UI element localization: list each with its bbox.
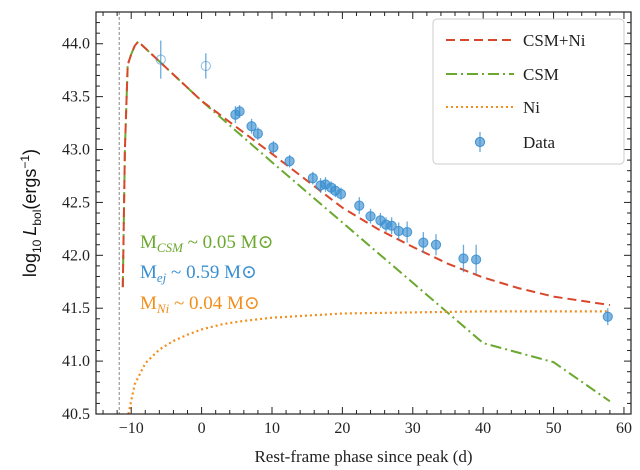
data-point: [418, 237, 429, 248]
legend-label: CSM+Ni: [523, 31, 586, 50]
annotation-ni: MNi ~ 0.04 M⊙: [140, 293, 260, 316]
legend: CSM+Ni CSM Ni Data: [432, 18, 625, 165]
data-point: [458, 253, 469, 264]
legend-label: Data: [523, 133, 556, 152]
y-tick-label: 43.5: [62, 89, 90, 106]
x-tick-label: 20: [334, 420, 350, 437]
y-tick-label: 41.5: [62, 300, 90, 317]
y-tick-label: 42.5: [62, 194, 90, 211]
y-tick-label: 43.0: [62, 142, 90, 159]
annotation-value: ~ 0.04 M: [169, 293, 244, 314]
sun-symbol: ⊙: [244, 293, 260, 314]
data-point: [354, 200, 365, 211]
data-point: [335, 188, 347, 200]
x-tick-label: −10: [119, 420, 144, 437]
annotation-subscript: ej: [157, 270, 167, 285]
data-points: [155, 40, 613, 326]
annotation-subscript: Ni: [156, 301, 170, 316]
annotation-ej: Mej ~ 0.59 M⊙: [140, 262, 257, 285]
legend-label: CSM: [523, 65, 559, 84]
data-point: [284, 156, 295, 167]
y-tick-label: 40.5: [62, 406, 90, 423]
y-label-prefix-sub: 10: [30, 239, 44, 253]
model-curves: [121, 40, 611, 415]
data-point: [307, 172, 318, 184]
data-point: [430, 239, 442, 250]
data-point: [365, 211, 376, 222]
data-point: [386, 220, 397, 231]
x-tick-label: 40: [475, 420, 491, 437]
data-point: [234, 106, 245, 117]
parameter-annotations: MCSM ~ 0.05 M⊙Mej ~ 0.59 M⊙MNi ~ 0.04 M⊙: [140, 232, 274, 316]
sun-symbol: ⊙: [258, 232, 274, 253]
y-label-unit-close: ): [20, 149, 40, 155]
x-axis-ticks: −10 0 10 20 30 40 50 60: [102, 12, 632, 437]
y-tick-label: 44.0: [62, 36, 90, 53]
data-point: [200, 60, 211, 72]
legend-marker-data: [474, 136, 486, 148]
annotation-symbol: M: [140, 262, 157, 283]
data-point: [471, 254, 482, 265]
data-point: [268, 142, 279, 153]
y-label-unit-open: (ergs: [20, 169, 40, 210]
x-tick-label: 50: [546, 420, 562, 437]
data-point: [393, 225, 404, 237]
y-tick-label: 42.0: [62, 247, 90, 264]
curve-csm-ni: [121, 40, 611, 306]
y-tick-label: 41.0: [62, 353, 90, 370]
x-tick-label: 10: [264, 420, 280, 437]
x-tick-label: 30: [405, 420, 421, 437]
x-tick-label: 60: [616, 420, 632, 437]
annotation-csm: MCSM ~ 0.05 M⊙: [140, 232, 274, 255]
annotation-value: ~ 0.59 M: [166, 262, 241, 283]
y-label-prefix: log: [20, 253, 40, 277]
data-point: [155, 54, 166, 65]
x-axis-label: Rest-frame phase since peak (d): [254, 447, 472, 466]
sun-symbol: ⊙: [241, 262, 257, 283]
legend-label: Ni: [523, 98, 540, 117]
annotation-symbol: M: [140, 293, 157, 314]
data-point: [246, 121, 257, 132]
legend-box: [432, 18, 625, 165]
y-axis-ticks: 40.5 41.0 41.5 42.0 42.5 43.0 43.5 44.0: [62, 11, 631, 423]
annotation-value: ~ 0.05 M: [183, 232, 258, 253]
data-point: [602, 311, 613, 322]
x-tick-label: 0: [198, 420, 206, 437]
annotation-subscript: CSM: [157, 240, 184, 255]
y-axis-label: log10 Lbol(ergs−1): [18, 149, 44, 277]
annotation-symbol: M: [140, 232, 157, 253]
curve-ni: [127, 310, 610, 415]
y-label-var: L: [20, 226, 40, 236]
y-label-var-sub: bol: [30, 210, 44, 226]
y-label-unit-sup: −1: [18, 155, 32, 169]
data-point: [252, 128, 264, 139]
data-point: [402, 226, 413, 238]
